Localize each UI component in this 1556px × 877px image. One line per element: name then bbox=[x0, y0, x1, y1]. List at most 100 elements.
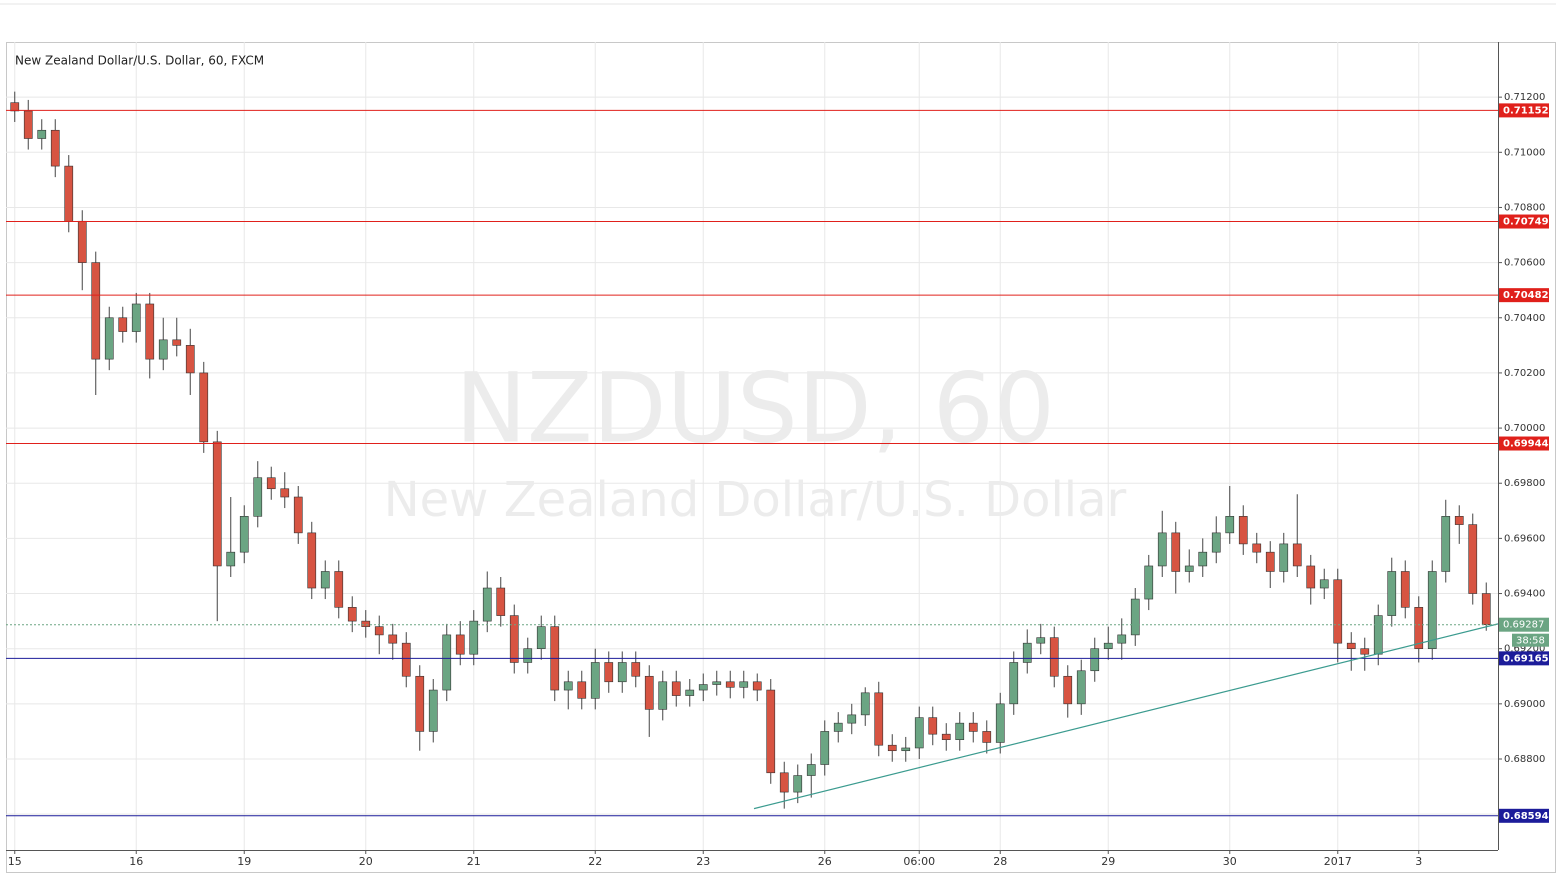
candle-body bbox=[442, 634, 452, 691]
candle-body bbox=[361, 620, 371, 627]
candle-body bbox=[388, 634, 398, 644]
candle-body bbox=[50, 129, 60, 167]
candle-body bbox=[604, 662, 614, 683]
candle-body bbox=[1279, 543, 1289, 572]
candle-body bbox=[631, 662, 641, 677]
y-tick-label: 0.69200 bbox=[1504, 644, 1545, 655]
candle-body bbox=[91, 262, 101, 360]
candle-body bbox=[928, 717, 938, 735]
candle-body bbox=[955, 722, 965, 740]
candle-body bbox=[104, 317, 114, 360]
candle-body bbox=[685, 689, 695, 696]
candle-body bbox=[1130, 598, 1140, 636]
candle-body bbox=[1360, 648, 1370, 655]
candle-body bbox=[1468, 524, 1478, 594]
candle-body bbox=[469, 620, 479, 655]
level-label: 0.69944 bbox=[1503, 439, 1549, 450]
candle-body bbox=[1009, 662, 1019, 705]
candle-body bbox=[725, 681, 735, 688]
level-label: 0.70749 bbox=[1503, 217, 1549, 228]
x-tick-label: 15 bbox=[8, 855, 22, 868]
candle-body bbox=[347, 607, 357, 622]
candle-body bbox=[374, 626, 384, 636]
candle-body bbox=[1198, 551, 1208, 567]
candle-body bbox=[536, 626, 546, 649]
level-label: 0.70482 bbox=[1503, 290, 1549, 301]
candle-body bbox=[1306, 565, 1316, 589]
candle-body bbox=[563, 681, 573, 691]
candle-body bbox=[1117, 634, 1127, 644]
level-label-box bbox=[1499, 103, 1549, 118]
watermark: NZDUSD, 60 bbox=[455, 352, 1055, 464]
candle-body bbox=[590, 662, 600, 699]
candle-body bbox=[820, 731, 830, 765]
candle-body bbox=[1454, 516, 1464, 525]
candle-body bbox=[698, 684, 708, 691]
candle-body bbox=[739, 681, 749, 688]
candle-body bbox=[1090, 648, 1100, 672]
candle-body bbox=[266, 477, 276, 490]
x-tick-label: 06:00 bbox=[903, 855, 935, 868]
candle-body bbox=[158, 339, 168, 360]
candle-body bbox=[914, 717, 924, 749]
candle-body bbox=[172, 339, 182, 346]
y-tick-label: 0.70400 bbox=[1504, 313, 1545, 324]
candle-body bbox=[779, 772, 789, 793]
candle-body bbox=[1225, 516, 1235, 534]
candle-body bbox=[995, 703, 1005, 743]
candle-body bbox=[1211, 532, 1221, 553]
x-tick-label: 29 bbox=[1101, 855, 1115, 868]
candle-body bbox=[10, 102, 20, 112]
x-tick-label: 22 bbox=[588, 855, 602, 868]
y-tick-label: 0.69600 bbox=[1504, 533, 1545, 544]
x-tick-label: 26 bbox=[818, 855, 832, 868]
candle-body bbox=[712, 681, 722, 685]
y-tick-label: 0.70800 bbox=[1504, 202, 1545, 213]
last-price-box bbox=[1499, 617, 1549, 632]
candle-body bbox=[1400, 571, 1410, 608]
y-tick-label: 0.71000 bbox=[1504, 147, 1545, 158]
x-tick-label: 2017 bbox=[1324, 855, 1352, 868]
x-tick-label: 21 bbox=[467, 855, 481, 868]
candle-body bbox=[968, 722, 978, 732]
candle-body bbox=[1103, 642, 1113, 649]
candle-body bbox=[482, 587, 492, 622]
x-tick-label: 30 bbox=[1223, 855, 1237, 868]
candle-body bbox=[145, 303, 155, 360]
level-label-box bbox=[1499, 808, 1549, 823]
level-label: 0.68594 bbox=[1503, 811, 1549, 822]
candle-body bbox=[1319, 579, 1329, 589]
candle-body bbox=[1427, 571, 1437, 649]
candle-body bbox=[1265, 551, 1275, 572]
last-price-label: 0.69287 bbox=[1503, 620, 1544, 631]
candle-body bbox=[428, 689, 438, 732]
candle-body bbox=[77, 220, 87, 263]
candle-body bbox=[1144, 565, 1154, 600]
y-tick-label: 0.70200 bbox=[1504, 368, 1545, 379]
candle-body bbox=[793, 775, 803, 793]
x-tick-label: 28 bbox=[993, 855, 1007, 868]
candle-body bbox=[1076, 670, 1086, 705]
candle-body bbox=[671, 681, 681, 696]
candle-body bbox=[334, 571, 344, 608]
candle-body bbox=[212, 441, 222, 567]
level-label: 0.69165 bbox=[1503, 653, 1549, 664]
candle-body bbox=[23, 110, 33, 139]
y-tick-label: 0.69800 bbox=[1504, 478, 1545, 489]
candle-body bbox=[847, 714, 857, 724]
candle-body bbox=[1157, 532, 1167, 567]
y-tick-label: 0.70600 bbox=[1504, 258, 1545, 269]
candle-body bbox=[280, 488, 290, 498]
candle-body bbox=[644, 675, 654, 710]
candle-body bbox=[320, 571, 330, 589]
candle-body bbox=[887, 744, 897, 752]
candle-body bbox=[307, 532, 317, 589]
axis: 0.686000.688000.690000.692000.694000.696… bbox=[8, 92, 1549, 868]
candle-body bbox=[1387, 571, 1397, 616]
y-tick-label: 0.70000 bbox=[1504, 423, 1545, 434]
candle-body bbox=[118, 317, 128, 332]
candle-body bbox=[982, 731, 992, 743]
